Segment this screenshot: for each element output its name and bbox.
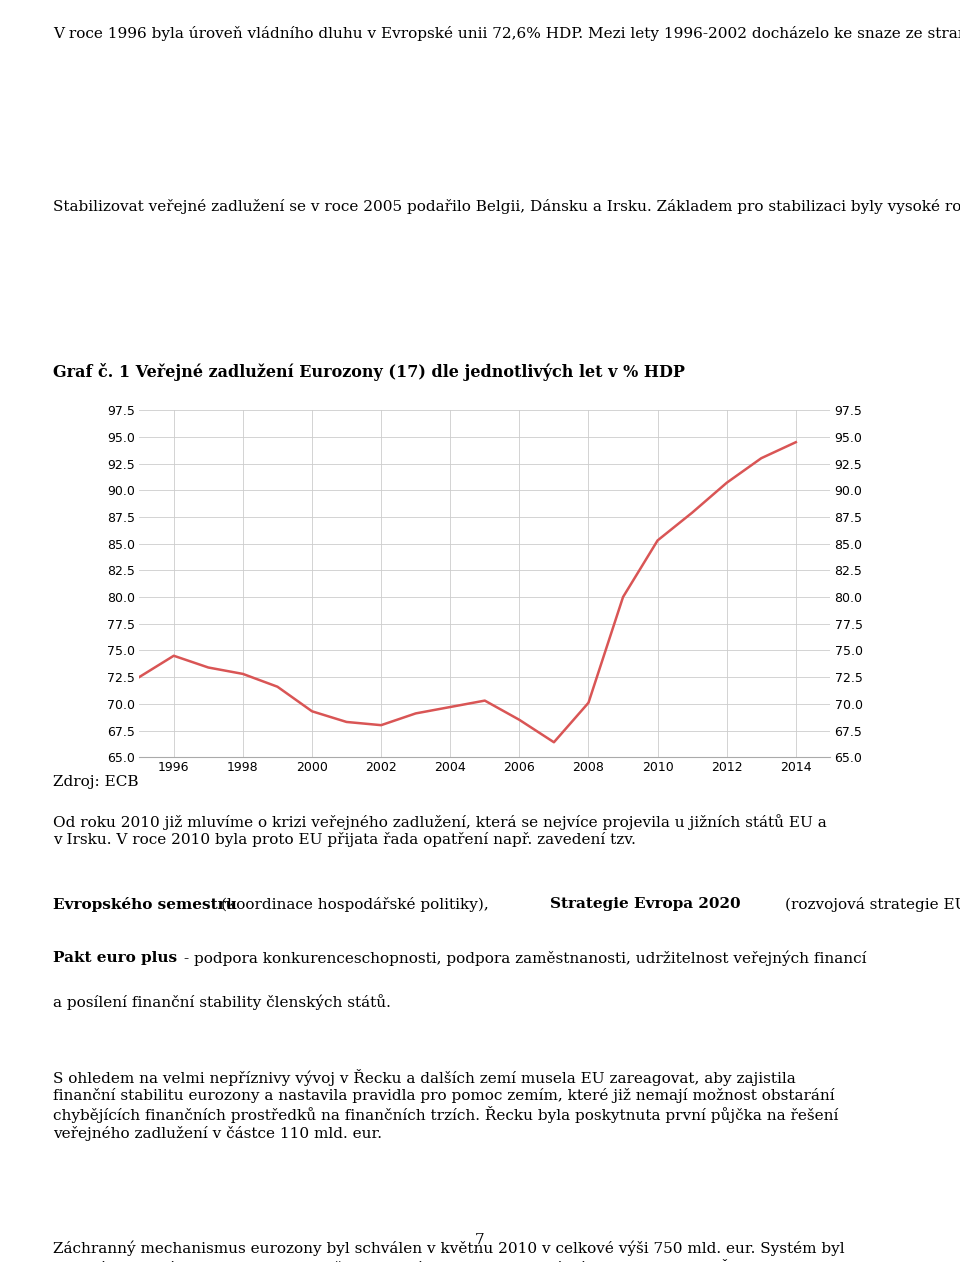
Text: Graf č. 1 Veřejné zadlužení Eurozony (17) dle jednotlivých let v % HDP: Graf č. 1 Veřejné zadlužení Eurozony (17… — [53, 363, 684, 381]
Text: a posílení finanční stability členských států.: a posílení finanční stability členských … — [53, 993, 391, 1010]
Text: (rozvojová strategie EU do roku 2020) a: (rozvojová strategie EU do roku 2020) a — [785, 897, 960, 912]
Text: Od roku 2010 již mluvíme o krizi veřejného zadlužení, která se nejvíce projevila: Od roku 2010 již mluvíme o krizi veřejné… — [53, 814, 827, 847]
Text: (koordinace hospodářské politiky),: (koordinace hospodářské politiky), — [222, 897, 489, 912]
Text: Záchranný mechanismus eurozony byl schválen v květnu 2010 v celkové výši 750 mld: Záchranný mechanismus eurozony byl schvá… — [53, 1241, 845, 1262]
Text: Strategie Evropa 2020: Strategie Evropa 2020 — [549, 897, 740, 911]
Text: Stabilizovat veřejné zadlužení se v roce 2005 podařilo Belgii, Dánsku a Irsku. Z: Stabilizovat veřejné zadlužení se v roce… — [53, 198, 960, 213]
Text: Evropského semestru: Evropského semestru — [53, 897, 236, 912]
Text: V roce 1996 byla úroveň vládního dluhu v Evropské unii 72,6% HDP. Mezi lety 1996: V roce 1996 byla úroveň vládního dluhu v… — [53, 25, 960, 42]
Text: 7: 7 — [475, 1233, 485, 1247]
Text: S ohledem na velmi nepříznivy vývoj v Řecku a dalších zemí musela EU zareagovat,: S ohledem na velmi nepříznivy vývoj v Ře… — [53, 1069, 838, 1141]
Text: - podpora konkurenceschopnosti, podpora zaměstnanosti, udržitelnost veřejných fi: - podpora konkurenceschopnosti, podpora … — [184, 950, 867, 967]
Text: Zdroj: ECB: Zdroj: ECB — [53, 775, 138, 790]
Text: Pakt euro plus: Pakt euro plus — [53, 950, 177, 965]
